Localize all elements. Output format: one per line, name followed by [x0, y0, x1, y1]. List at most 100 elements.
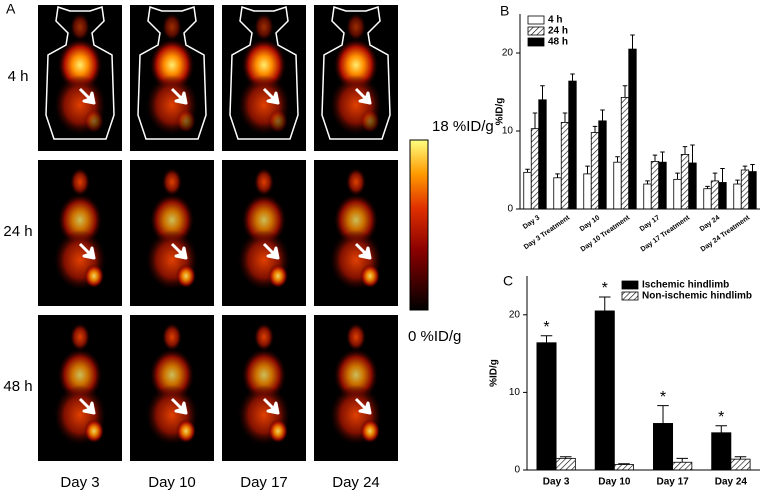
error-bar: [734, 456, 747, 460]
panel-label: A: [6, 1, 16, 17]
bar: [620, 97, 630, 210]
error-bar: [660, 151, 665, 163]
row-label: 48 h: [3, 378, 32, 395]
colorbar-min: 0 %ID/g: [408, 328, 461, 345]
error-bar: [720, 167, 725, 183]
y-tick-label: 20: [509, 309, 521, 320]
bar: [748, 171, 757, 210]
pet-image: [222, 315, 306, 461]
bar: [673, 178, 682, 210]
axes: [526, 276, 760, 471]
hotspot: [84, 264, 104, 288]
error-bar: [652, 154, 658, 162]
error-bar: [532, 112, 538, 129]
x-tick-label: Day 3: [522, 214, 541, 231]
bar: [718, 182, 727, 210]
hotspot: [360, 109, 380, 133]
pet-image: [38, 315, 122, 461]
hotspot: [84, 419, 104, 443]
pet-image: [130, 5, 214, 151]
hotspot: [360, 264, 380, 288]
bar: [628, 48, 637, 210]
legend-label: 48 h: [548, 37, 568, 48]
arrow: [78, 397, 96, 415]
hotspot: [176, 109, 196, 133]
bar: [710, 180, 720, 210]
hotspot: [254, 323, 274, 351]
bar: [650, 161, 660, 210]
error-bar: [600, 109, 605, 121]
error-bar: [676, 457, 689, 463]
legend-label: Ischemic hindlimb: [642, 280, 729, 291]
error-bar: [615, 156, 620, 163]
body-outline: [137, 6, 207, 140]
error-bar: [715, 425, 728, 433]
error-bar: [562, 112, 568, 123]
body-outline: [321, 6, 391, 140]
error-bar: [570, 73, 575, 82]
bar: [553, 177, 562, 210]
significance-mark: *: [718, 409, 724, 426]
error-bar: [690, 144, 695, 163]
bar: [555, 457, 576, 471]
hotspot: [346, 323, 366, 351]
arrow: [170, 87, 188, 105]
body-outline: [45, 6, 115, 140]
colorbar-max: 18 %ID/g: [432, 118, 494, 135]
error-bar: [622, 85, 628, 98]
bar: [711, 432, 732, 471]
legend-swatch: [621, 291, 639, 301]
error-bar: [630, 34, 635, 50]
column-label: Day 10: [148, 474, 196, 491]
error-bar: [540, 85, 545, 100]
x-tick-label: Day 10: [579, 214, 602, 233]
hotspot: [176, 419, 196, 443]
hotspot: [268, 264, 288, 288]
y-tick-label: 10: [509, 387, 521, 398]
hotspot: [254, 168, 274, 196]
x-tick-label: Day 17 Treatment: [640, 214, 692, 253]
row-label: 4 h: [8, 68, 29, 85]
hotspot: [254, 13, 274, 41]
pet-image: [314, 5, 398, 151]
y-tick-label: 0: [507, 204, 513, 215]
pet-image: [38, 5, 122, 151]
arrow: [262, 397, 280, 415]
bar: [530, 128, 540, 210]
pet-image: [314, 315, 398, 461]
x-tick-label: Day 17: [657, 477, 690, 488]
bar: [560, 122, 570, 210]
hotspot: [346, 168, 366, 196]
hotspot: [162, 168, 182, 196]
panel-label: B: [500, 3, 509, 19]
legend-swatch: [527, 26, 545, 36]
pet-image: [38, 160, 122, 306]
bar: [658, 161, 667, 210]
hotspot: [268, 109, 288, 133]
arrow: [354, 87, 372, 105]
hotspot: [162, 13, 182, 41]
bar: [643, 183, 652, 210]
bar: [538, 99, 547, 210]
pet-image: [314, 160, 398, 306]
error-bar: [750, 164, 755, 172]
x-tick-label: Day 24: [699, 214, 722, 233]
x-tick-label: Day 10: [598, 477, 631, 488]
hotspot: [84, 109, 104, 133]
arrow: [78, 87, 96, 105]
pet-image: [222, 160, 306, 306]
bar: [680, 153, 690, 210]
bar: [688, 162, 697, 210]
hotspot: [70, 323, 90, 351]
arrow: [78, 242, 96, 260]
error-bar: [735, 179, 740, 185]
hotspot: [162, 323, 182, 351]
legend-label: Non-ischemic hindlimb: [642, 291, 752, 302]
bar: [703, 188, 712, 210]
legend-swatch: [621, 280, 639, 290]
x-tick-label: Day 24: [715, 477, 748, 488]
column-label: Day 17: [240, 474, 288, 491]
hotspot: [346, 13, 366, 41]
bar: [594, 310, 615, 471]
bar: [523, 171, 532, 210]
